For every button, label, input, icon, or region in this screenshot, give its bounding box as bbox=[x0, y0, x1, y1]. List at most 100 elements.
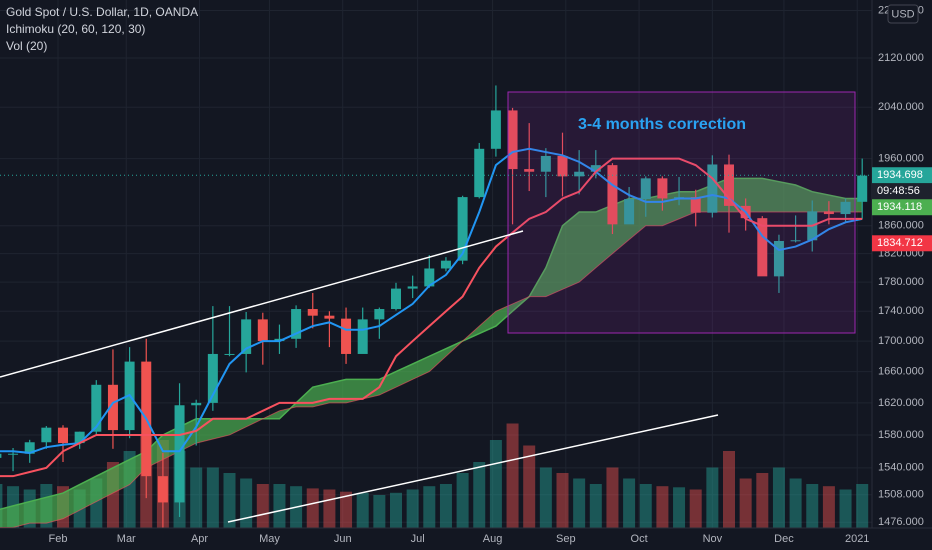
candle-body bbox=[424, 268, 435, 287]
candle-body bbox=[8, 453, 19, 455]
x-tick-label: Sep bbox=[556, 533, 576, 545]
x-tick-label: May bbox=[259, 533, 280, 545]
y-tick-label: 2040.000 bbox=[878, 101, 924, 113]
candle-body bbox=[191, 402, 202, 406]
candle-body bbox=[257, 319, 268, 342]
volume-bar bbox=[639, 484, 652, 528]
volume-bar bbox=[473, 462, 486, 528]
volume-bar bbox=[573, 478, 586, 528]
indicator-line bbox=[0, 157, 863, 478]
x-tick-label: Apr bbox=[191, 533, 208, 545]
volume-bar bbox=[656, 486, 669, 528]
countdown: 09:48:56 bbox=[877, 185, 920, 197]
candle-body bbox=[474, 148, 485, 198]
volume-bar bbox=[356, 492, 369, 528]
volume-bar bbox=[223, 473, 236, 528]
x-tick-label: Feb bbox=[49, 533, 68, 545]
span-a bbox=[0, 177, 863, 510]
candle-body bbox=[507, 110, 518, 170]
x-tick-label: Nov bbox=[703, 533, 723, 545]
candle-body bbox=[624, 199, 635, 225]
price-label: 1934.698 bbox=[877, 169, 923, 181]
volume-bar bbox=[273, 484, 286, 528]
candle-body bbox=[607, 165, 618, 225]
indicator-line bbox=[0, 147, 863, 454]
volume-bar bbox=[789, 478, 802, 528]
candle-body bbox=[707, 164, 718, 213]
volume-bar bbox=[506, 423, 519, 528]
candle-body bbox=[207, 353, 218, 403]
upper-trendline bbox=[0, 230, 524, 378]
cloud-fill bbox=[0, 178, 863, 528]
candle-body bbox=[407, 286, 418, 289]
x-tick-label: Jul bbox=[411, 533, 425, 545]
volume-bar bbox=[856, 484, 869, 528]
y-tick-label: 1508.000 bbox=[878, 489, 924, 501]
candle-body bbox=[457, 197, 468, 261]
volume-bar bbox=[772, 467, 785, 528]
volume-bar bbox=[489, 440, 502, 528]
price-label-box bbox=[872, 167, 932, 184]
candle-body bbox=[324, 315, 335, 319]
candle-body bbox=[640, 178, 651, 200]
volume-bar bbox=[439, 484, 452, 528]
volume-bar bbox=[739, 478, 752, 528]
y-tick-label: 1740.000 bbox=[878, 305, 924, 317]
volume-bar bbox=[589, 484, 602, 528]
volume-bar bbox=[523, 445, 536, 528]
candle-body bbox=[490, 110, 501, 149]
volume-bar bbox=[0, 484, 3, 528]
candle-body bbox=[58, 427, 68, 444]
drawings: 3-4 months correction bbox=[0, 91, 856, 523]
volume-bar bbox=[839, 489, 852, 528]
volume-bar bbox=[706, 467, 719, 528]
y-tick-label: 1700.000 bbox=[878, 335, 924, 347]
volume-bar bbox=[623, 478, 636, 528]
x-tick-label: 2021 bbox=[845, 533, 869, 545]
ichimoku-lines bbox=[0, 147, 863, 478]
volume-bar bbox=[756, 473, 769, 528]
candle-body bbox=[840, 201, 851, 215]
volume-bar bbox=[689, 489, 702, 528]
candle-body bbox=[590, 165, 601, 172]
candle-body bbox=[773, 240, 784, 277]
candle-body bbox=[0, 453, 2, 458]
candle-body bbox=[291, 309, 302, 339]
volume-bar bbox=[240, 478, 253, 528]
candle-body bbox=[540, 155, 551, 172]
volume-bar bbox=[673, 487, 686, 528]
volume-bar bbox=[723, 451, 735, 528]
x-tick-label: Mar bbox=[117, 533, 136, 545]
volume-bar bbox=[806, 484, 819, 528]
volume-bar bbox=[323, 489, 336, 528]
volume-bar bbox=[306, 488, 319, 528]
currency: USD bbox=[891, 8, 914, 20]
span-b bbox=[0, 211, 863, 528]
x-tick-label: Dec bbox=[774, 533, 794, 545]
x-tick-label: Aug bbox=[483, 533, 503, 545]
candle-body bbox=[557, 155, 568, 177]
y-tick-label: 1960.000 bbox=[878, 152, 924, 164]
y-tick-label: 2120.000 bbox=[878, 52, 924, 64]
y-tick-label: 1580.000 bbox=[878, 429, 924, 441]
volume-bar bbox=[340, 491, 353, 528]
price-label: 1934.118 bbox=[877, 201, 922, 213]
ichimoku-cloud bbox=[0, 177, 863, 528]
y-tick-label: 1780.000 bbox=[878, 276, 924, 288]
currency-box[interactable] bbox=[887, 4, 919, 24]
candle-body bbox=[41, 427, 52, 443]
candle-body bbox=[374, 309, 385, 320]
candle-body bbox=[357, 319, 368, 354]
indicator-label: Ichimoku (20, 60, 120, 30) bbox=[6, 22, 145, 36]
candle-body bbox=[823, 211, 834, 215]
candle-body bbox=[574, 171, 585, 177]
candle-body bbox=[690, 197, 701, 213]
candle-body bbox=[757, 218, 768, 277]
volume-bar bbox=[373, 495, 386, 528]
y-tick-label: 1540.000 bbox=[878, 462, 924, 474]
volume-bar bbox=[206, 467, 219, 528]
candle-body bbox=[440, 260, 451, 269]
x-tick-label: Jun bbox=[334, 533, 352, 545]
y-tick-label: 1620.000 bbox=[878, 397, 924, 409]
